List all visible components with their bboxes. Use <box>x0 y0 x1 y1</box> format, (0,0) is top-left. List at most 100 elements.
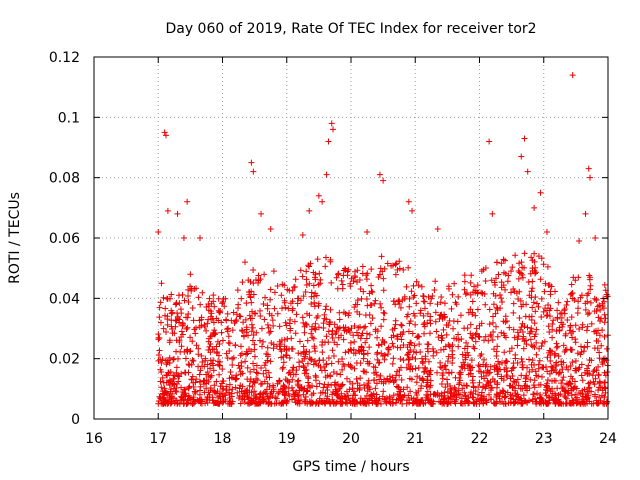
data-point <box>164 316 171 323</box>
data-point <box>398 322 405 329</box>
data-point <box>512 252 519 259</box>
data-point <box>267 286 274 293</box>
data-point <box>410 310 417 317</box>
data-point <box>282 319 289 326</box>
data-point <box>366 344 373 351</box>
data-point <box>292 330 299 337</box>
data-point <box>517 385 524 392</box>
data-point <box>459 351 466 358</box>
data-point <box>499 299 506 306</box>
data-point <box>267 296 274 303</box>
data-point <box>548 283 555 290</box>
data-point <box>397 304 404 311</box>
data-point <box>199 359 206 366</box>
data-point <box>193 342 200 349</box>
data-point <box>444 358 451 365</box>
data-point <box>401 392 408 399</box>
data-point <box>572 365 579 372</box>
data-point <box>195 294 202 301</box>
data-point <box>532 395 539 402</box>
data-point <box>328 279 335 286</box>
data-point <box>260 370 267 377</box>
data-point <box>507 289 514 296</box>
data-point <box>374 356 381 363</box>
data-point <box>318 399 325 406</box>
data-point <box>309 382 316 389</box>
data-point <box>166 359 173 366</box>
data-point <box>467 321 474 328</box>
data-point <box>309 399 316 406</box>
data-point <box>516 269 523 276</box>
data-point <box>510 364 517 371</box>
data-point <box>240 333 247 340</box>
data-point <box>429 292 436 299</box>
data-point <box>248 328 255 335</box>
data-point <box>452 388 459 395</box>
data-point <box>386 373 393 380</box>
data-point <box>177 348 184 355</box>
data-point <box>229 327 236 334</box>
data-point <box>380 309 387 316</box>
data-point <box>599 300 606 307</box>
data-point <box>453 394 460 401</box>
data-point <box>269 317 276 324</box>
data-point <box>531 250 538 257</box>
data-point <box>528 288 535 295</box>
data-point <box>411 292 418 299</box>
data-point <box>250 168 257 175</box>
data-point <box>360 368 367 375</box>
data-point <box>260 338 267 345</box>
data-point <box>393 372 400 379</box>
data-point <box>584 292 591 299</box>
data-point <box>441 389 448 396</box>
data-point <box>434 392 441 399</box>
data-point <box>288 335 295 342</box>
data-point <box>495 271 502 278</box>
data-point <box>166 392 173 399</box>
data-point <box>186 362 193 369</box>
data-point <box>418 283 425 290</box>
data-point <box>223 387 230 394</box>
data-point <box>571 297 578 304</box>
data-point <box>523 337 530 344</box>
data-point <box>478 389 485 396</box>
data-point <box>217 383 224 390</box>
data-point <box>501 394 508 401</box>
data-point <box>244 364 251 371</box>
data-point <box>226 348 233 355</box>
data-point <box>219 393 226 400</box>
data-point <box>494 381 501 388</box>
data-point <box>579 324 586 331</box>
data-point <box>342 399 349 406</box>
data-point <box>250 360 257 367</box>
data-point <box>173 385 180 392</box>
data-point <box>592 235 599 241</box>
data-point <box>206 295 213 302</box>
data-point <box>334 398 341 405</box>
data-point <box>500 318 507 325</box>
data-point <box>250 266 257 273</box>
data-point <box>591 366 598 373</box>
data-point <box>578 349 585 356</box>
data-point <box>182 392 189 399</box>
data-point <box>371 300 378 307</box>
data-point <box>535 361 542 368</box>
data-point <box>281 383 288 390</box>
data-point <box>578 372 585 379</box>
data-point <box>302 351 309 358</box>
data-point <box>363 296 370 303</box>
data-point <box>213 390 220 397</box>
data-point <box>256 396 263 403</box>
data-point <box>414 333 421 340</box>
data-point <box>549 321 556 328</box>
y-tick-label: 0 <box>71 412 80 428</box>
data-point <box>211 382 218 389</box>
data-point <box>239 383 246 390</box>
data-point <box>322 367 329 374</box>
data-point <box>332 330 339 337</box>
data-point <box>248 288 255 295</box>
data-point <box>418 382 425 389</box>
data-point <box>186 348 193 355</box>
data-point <box>221 303 228 310</box>
x-tick-label: 18 <box>214 431 232 447</box>
